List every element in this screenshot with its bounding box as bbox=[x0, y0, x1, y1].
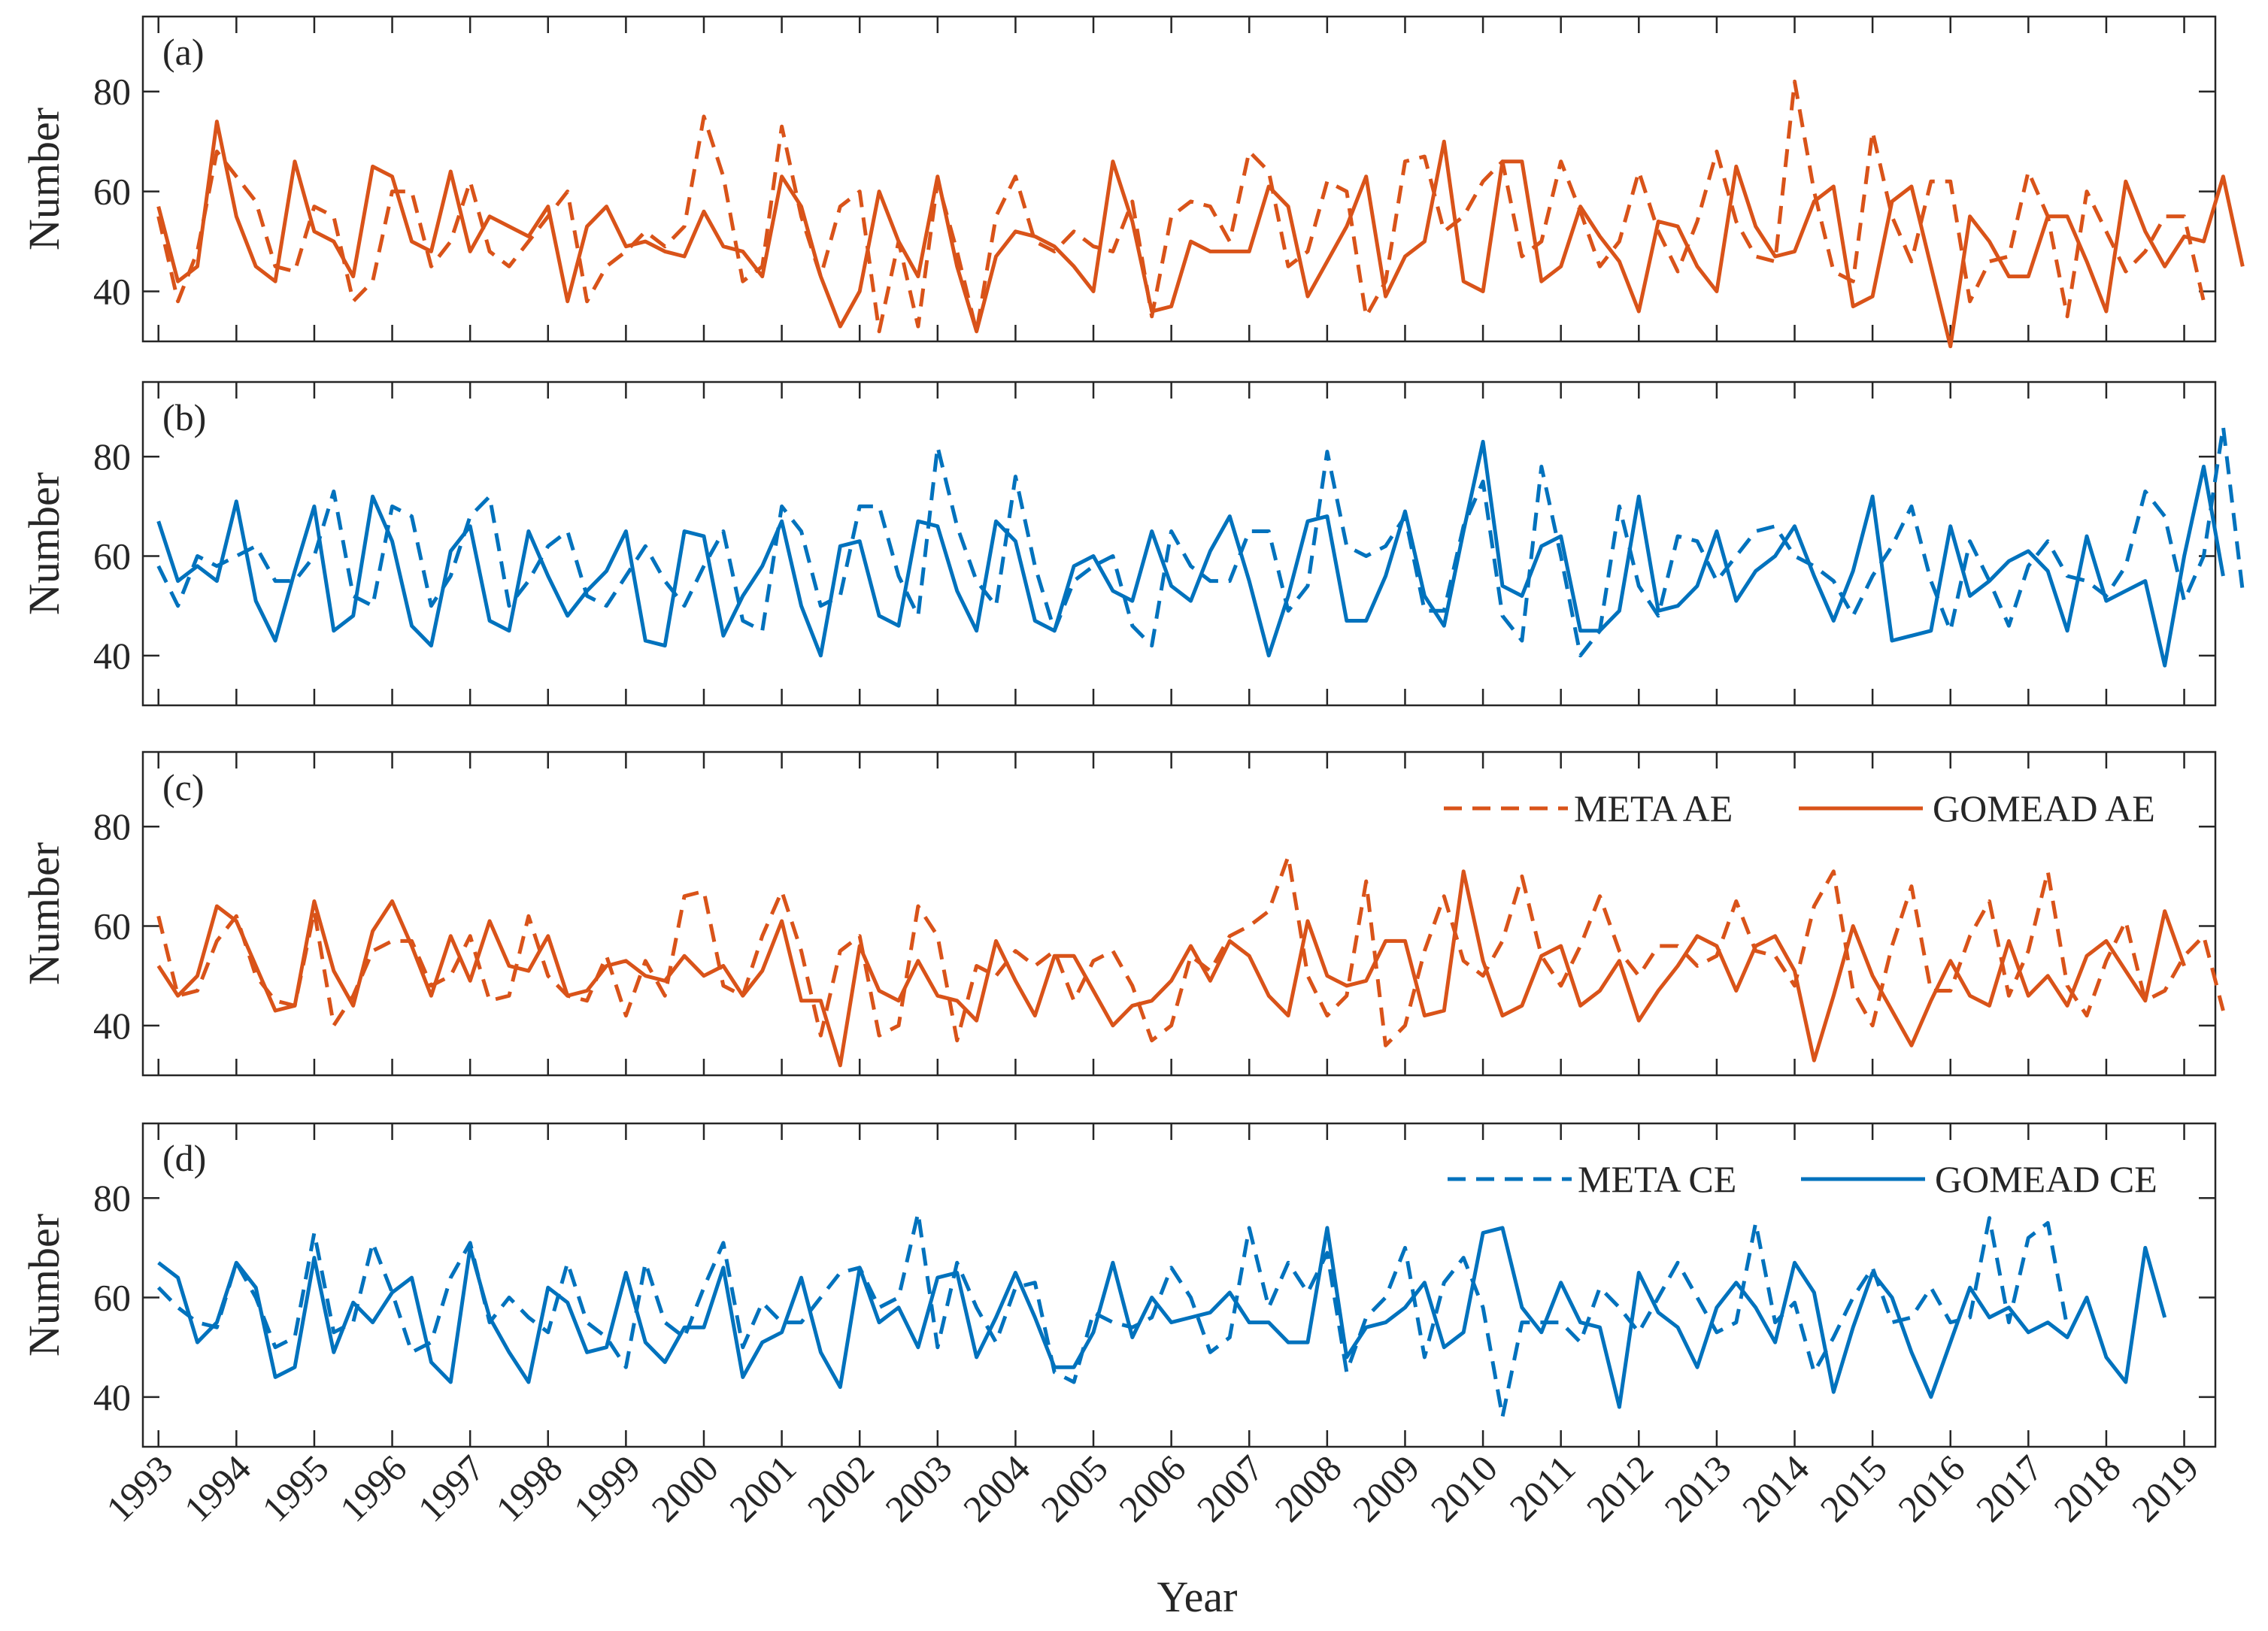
x-tick-label: 2003 bbox=[877, 1447, 960, 1529]
x-tick-label: 2016 bbox=[1890, 1447, 1972, 1529]
y-axis-label: Number bbox=[20, 1214, 68, 1357]
x-tick-label: 2002 bbox=[799, 1447, 882, 1529]
y-axis-label: Number bbox=[20, 108, 68, 250]
legend-entry-gomead-ce: GOMEAD CE bbox=[1935, 1158, 2157, 1200]
series-line-solid bbox=[156, 439, 2225, 668]
y-tick-label: 80 bbox=[93, 1177, 131, 1219]
x-tick-label: 2019 bbox=[2124, 1447, 2206, 1529]
x-tick-label: 2014 bbox=[1734, 1447, 1817, 1529]
x-tick-label: 2018 bbox=[2045, 1447, 2128, 1529]
x-tick-label: 1994 bbox=[176, 1447, 259, 1529]
y-tick-label: 60 bbox=[93, 171, 131, 213]
legend-entry-meta-ae: META AE bbox=[1574, 787, 1733, 829]
x-tick-label: 2004 bbox=[955, 1447, 1038, 1529]
series-line-solid bbox=[156, 869, 2186, 1068]
x-tick-label: 2007 bbox=[1189, 1447, 1272, 1529]
panel-c: (c) Number 40 60 80 META AE GOMEAD AE bbox=[20, 750, 2225, 1077]
x-tick-labels: 1993199419951996199719981999200020012002… bbox=[98, 1447, 2206, 1529]
panel-tag: (b) bbox=[162, 396, 206, 438]
legend: META AE GOMEAD AE bbox=[1444, 787, 2155, 829]
y-tick-label: 60 bbox=[93, 535, 131, 578]
x-tick-label: 2012 bbox=[1578, 1447, 1661, 1529]
plot-area bbox=[141, 1122, 2217, 1448]
x-tick-label: 2010 bbox=[1423, 1447, 1505, 1529]
x-tick-label: 1995 bbox=[253, 1447, 336, 1529]
panel-b: (b) Number 40 60 80 bbox=[20, 380, 2245, 707]
panel-d: (d) Number 40 60 80 META CE GOMEAD CE bbox=[20, 1122, 2217, 1448]
plot-area bbox=[141, 380, 2217, 707]
y-tick-label: 40 bbox=[93, 1005, 131, 1047]
x-tick-label: 2006 bbox=[1111, 1447, 1193, 1529]
x-tick-label: 2015 bbox=[1812, 1447, 1895, 1529]
series-line-solid bbox=[157, 1226, 2167, 1409]
plot-area bbox=[141, 750, 2217, 1077]
panel-tag: (a) bbox=[162, 31, 205, 73]
plot-area bbox=[141, 15, 2217, 343]
series-line-solid bbox=[156, 120, 2245, 349]
series-line-dashed bbox=[156, 854, 2225, 1047]
series-line-dashed bbox=[156, 79, 2206, 334]
x-tick-label: 2017 bbox=[1968, 1447, 2051, 1529]
legend-entry-meta-ce: META CE bbox=[1578, 1158, 1736, 1200]
x-tick-label: 1996 bbox=[332, 1447, 414, 1529]
y-tick-label: 60 bbox=[93, 1277, 131, 1319]
y-tick-label: 80 bbox=[93, 71, 131, 113]
panel-tag: (d) bbox=[162, 1137, 206, 1179]
x-tick-label: 2011 bbox=[1501, 1447, 1583, 1529]
legend: META CE GOMEAD CE bbox=[1448, 1158, 2157, 1200]
y-tick-label: 40 bbox=[93, 271, 131, 313]
y-tick-label: 40 bbox=[93, 1376, 131, 1418]
panel-tag: (c) bbox=[162, 766, 205, 808]
x-tick-label: 2001 bbox=[721, 1447, 804, 1529]
y-tick-label: 80 bbox=[93, 805, 131, 847]
legend-entry-gomead-ae: GOMEAD AE bbox=[1933, 787, 2155, 829]
y-tick-label: 60 bbox=[93, 905, 131, 947]
x-tick-label: 2008 bbox=[1266, 1447, 1349, 1529]
y-axis-label: Number bbox=[20, 472, 68, 615]
x-tick-label: 2013 bbox=[1656, 1447, 1739, 1529]
panel-a: (a) Number 40 60 80 bbox=[20, 15, 2245, 349]
x-tick-label: 1997 bbox=[410, 1447, 493, 1529]
y-tick-label: 80 bbox=[93, 435, 131, 477]
y-axis-label: Number bbox=[20, 842, 68, 985]
x-tick-label: 1993 bbox=[98, 1447, 180, 1529]
x-axis-label: Year bbox=[1157, 1572, 1238, 1621]
x-tick-label: 2000 bbox=[643, 1447, 726, 1529]
x-tick-label: 2005 bbox=[1032, 1447, 1115, 1529]
x-tick-label: 1999 bbox=[565, 1447, 648, 1529]
y-tick-label: 40 bbox=[93, 635, 131, 677]
x-tick-label: 1998 bbox=[487, 1447, 570, 1529]
x-tick-label: 2009 bbox=[1345, 1447, 1427, 1529]
